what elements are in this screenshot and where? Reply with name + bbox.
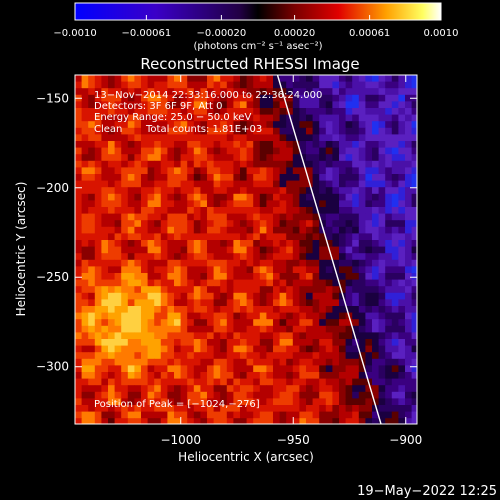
x-tick-label: −950 [277, 433, 310, 447]
colorbar-unit-label: (photons cm⁻² s⁻¹ asec⁻²) [193, 41, 322, 52]
colorbar-tick-label: −0.00061 [122, 28, 172, 39]
annotation-energy-range: Energy Range: 25.0 − 50.0 keV [94, 112, 251, 123]
x-tick-label: −1000 [160, 433, 201, 447]
y-tick-label: −250 [36, 270, 69, 284]
x-axis-label: Heliocentric X (arcsec) [178, 450, 314, 464]
annotation-detectors: Detectors: 3F 6F 9F, Att 0 [94, 101, 222, 112]
colorbar-tick-label: 0.00020 [274, 28, 315, 39]
y-tick-label: −300 [36, 360, 69, 374]
limb-line [276, 75, 382, 424]
colorbar [74, 2, 442, 21]
annotation-total-counts: Total counts: 1.81E+03 [145, 124, 262, 135]
annotation-time-range: 13−Nov−2014 22:33:16.000 to 22:36:24.000 [94, 90, 322, 101]
y-axis-label: Heliocentric Y (arcsec) [14, 182, 28, 317]
peak-position-label: Position of Peak = [−1024,−276] [94, 399, 260, 410]
annotation-clean: Clean [94, 124, 122, 135]
x-tick-label: −900 [389, 433, 422, 447]
heatmap-image [75, 75, 417, 424]
y-tick-label: −150 [36, 91, 69, 105]
colorbar-tick-label: −0.0010 [53, 28, 96, 39]
colorbar-tick-label: 0.00061 [349, 28, 390, 39]
colorbar-tick-label: 0.0010 [424, 28, 459, 39]
colorbar-tick-label: −0.00020 [197, 28, 247, 39]
axis-ticks: −1000 −950 −900 −150 −200 −250 −300 [36, 75, 422, 447]
colorbar-ticks: −0.0010 −0.00061 −0.00020 0.00020 0.00061 0.0… [53, 15, 459, 39]
footer-timestamp: 19−May−2022 12:25 [357, 484, 497, 499]
plot-frame [74, 74, 418, 425]
y-tick-label: −200 [36, 181, 69, 195]
chart-title: Reconstructed RHESSI Image [140, 55, 359, 73]
